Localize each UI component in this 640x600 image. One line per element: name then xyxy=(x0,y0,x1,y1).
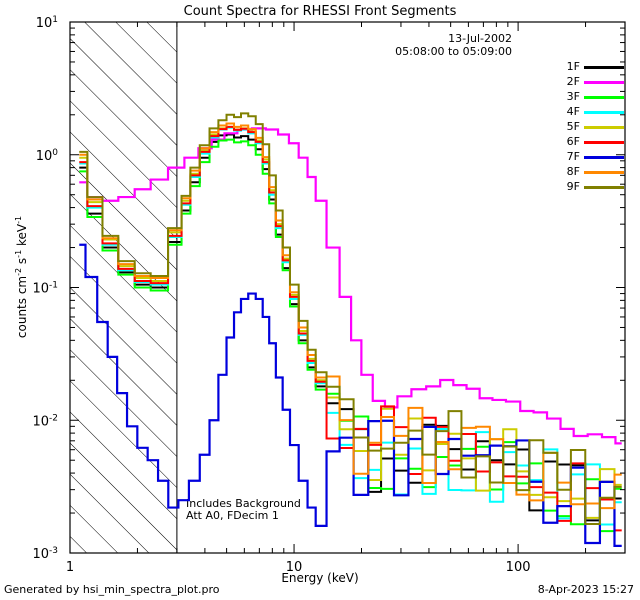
x-tick-label: 10 xyxy=(286,560,303,575)
legend-label: 2F xyxy=(566,75,580,88)
axes-group xyxy=(69,21,626,554)
legend-label: 4F xyxy=(566,105,580,118)
x-tick-label: 100 xyxy=(506,560,531,575)
x-tick-label: 1 xyxy=(66,560,74,575)
footer-timestamp: 8-Apr-2023 15:27 xyxy=(537,583,634,596)
legend-color-swatch xyxy=(584,126,624,129)
legend-label: 9F xyxy=(566,180,580,193)
legend-color-swatch xyxy=(584,111,624,114)
legend-label: 5F xyxy=(566,120,580,133)
footer-generator: Generated by hsi_min_spectra_plot.pro xyxy=(4,583,220,596)
legend-color-swatch xyxy=(584,171,624,174)
legend-color-swatch xyxy=(584,186,624,189)
legend-label: 1F xyxy=(566,60,580,73)
y-tick-label: 10-2 xyxy=(32,413,58,429)
x-axis-label: Energy (keV) xyxy=(281,571,359,585)
plot-annotation: Includes Background Att A0, FDecim 1 xyxy=(186,497,301,522)
legend-label: 3F xyxy=(566,90,580,103)
tick-labels-group: 1 10 100 101 100 10-1 10-2 10-3 xyxy=(32,15,530,575)
chart-title: Count Spectra for RHESSI Front Segments xyxy=(183,4,457,19)
y-tick-label: 101 xyxy=(36,15,58,31)
legend-color-swatch xyxy=(584,156,624,159)
legend-label: 8F xyxy=(566,165,580,178)
y-tick-label: 100 xyxy=(36,148,59,164)
y-tick-label: 10-3 xyxy=(32,546,58,562)
legend-color-swatch xyxy=(584,81,624,84)
legend-color-swatch xyxy=(584,141,624,144)
legend-color-swatch xyxy=(584,66,624,69)
legend-label: 7F xyxy=(566,150,580,163)
legend-color-swatch xyxy=(584,96,624,99)
y-tick-label: 10-1 xyxy=(32,281,58,297)
legend-label: 6F xyxy=(566,135,580,148)
observation-datestamp: 13-Jul-2002 05:08:00 to 05:09:00 xyxy=(395,32,512,58)
data-series-group xyxy=(79,112,622,547)
